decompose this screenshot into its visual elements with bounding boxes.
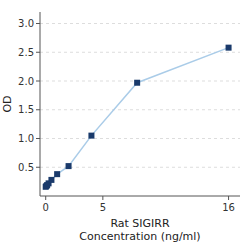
- grid-line: [40, 138, 240, 139]
- axes: 0.5 1.0 1.5 2.0 2.5 3.0 0 5 16: [18, 12, 240, 213]
- y-tick: [36, 52, 40, 53]
- y-tick-label: 2.0: [18, 76, 34, 87]
- y-tick-label: 3.0: [18, 18, 34, 29]
- y-tick: [36, 167, 40, 168]
- marker: [88, 133, 94, 139]
- x-tick-label: 16: [222, 202, 235, 213]
- y-tick-label: 1.5: [18, 104, 34, 115]
- x-tick-label: 5: [100, 202, 106, 213]
- x-axis-label: Rat SIGIRRConcentration (ng/ml): [79, 217, 200, 243]
- marker: [226, 45, 232, 51]
- x-axis-line: [40, 196, 240, 197]
- marker: [66, 163, 72, 169]
- y-tick: [36, 109, 40, 110]
- y-axis-line: [40, 12, 41, 196]
- grid: [40, 24, 240, 168]
- x-tick: [45, 196, 46, 200]
- y-tick-label: 1.0: [18, 133, 34, 144]
- chart: 0.5 1.0 1.5 2.0 2.5 3.0 0 5 16 Rat SIGIRRConcentr…: [0, 0, 250, 250]
- y-tick: [36, 23, 40, 24]
- x-tick: [228, 196, 229, 200]
- y-axis-label: OD: [1, 95, 14, 112]
- y-tick: [36, 138, 40, 139]
- marker: [134, 80, 140, 86]
- plot-area: [43, 45, 232, 190]
- grid-line: [40, 52, 240, 53]
- grid-line: [40, 23, 240, 24]
- y-tick-label: 2.5: [18, 47, 34, 58]
- marker: [54, 171, 60, 177]
- x-tick: [102, 196, 103, 200]
- line: [46, 48, 229, 187]
- marker: [48, 177, 54, 183]
- x-tick-label: 0: [43, 202, 49, 213]
- y-tick-label: 0.5: [18, 162, 34, 173]
- y-tick: [36, 81, 40, 82]
- grid-line: [40, 109, 240, 110]
